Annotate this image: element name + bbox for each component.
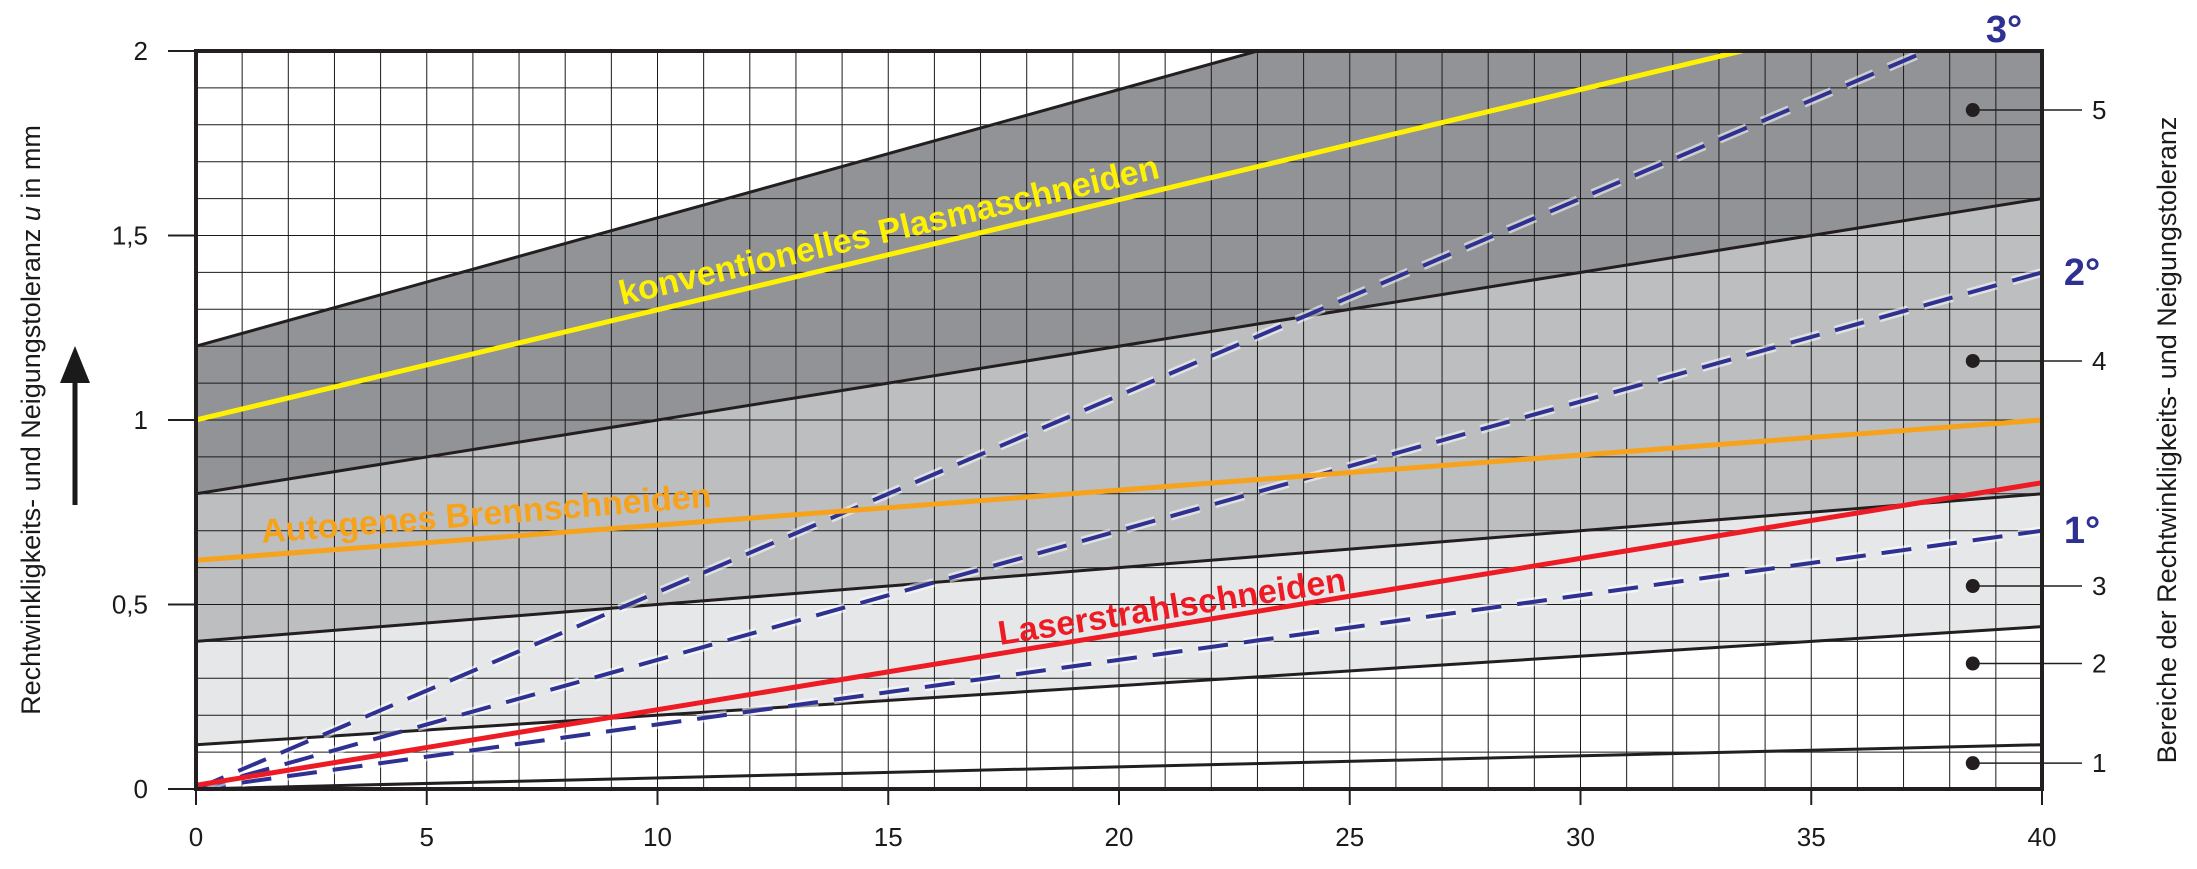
grid bbox=[196, 51, 2042, 789]
zone-markers: 1 2 3 4 5 bbox=[1965, 95, 2106, 778]
zone-label: 4 bbox=[2092, 346, 2106, 376]
zone-label: 1 bbox=[2092, 748, 2106, 778]
x-tick-label: 15 bbox=[874, 822, 903, 852]
x-tick-label: 20 bbox=[1105, 822, 1134, 852]
y-tick-label: 1,5 bbox=[112, 221, 148, 251]
band-boundary-b0 bbox=[196, 743, 2042, 789]
y-axis-title-part-1: Rechtwinkligkeits- und Neigungstoleranz bbox=[16, 221, 46, 715]
band-boundary-b4 bbox=[196, 51, 1258, 348]
band-boundary-b1 bbox=[196, 625, 2042, 747]
right-axis-title: Bereiche der Rechtwinkligkeits- und Neig… bbox=[2152, 117, 2182, 764]
band-boundary-b3 bbox=[196, 197, 2042, 496]
y-axis-title: Rechtwinkligkeits- und Neigungstoleranz … bbox=[16, 125, 46, 715]
y-tick-label: 1 bbox=[134, 405, 148, 435]
angle-label-2deg: 2° bbox=[2064, 252, 2100, 294]
y-tick-label: 2 bbox=[134, 36, 148, 66]
band-boundaries bbox=[196, 51, 2042, 789]
y-tick-label: 0 bbox=[134, 774, 148, 804]
x-tick-label: 25 bbox=[1335, 822, 1364, 852]
series-line bbox=[196, 480, 2042, 788]
zone-label: 5 bbox=[2092, 95, 2106, 125]
x-tick-label: 10 bbox=[643, 822, 672, 852]
angle-line-1deg bbox=[196, 528, 2042, 789]
x-tick-label: 40 bbox=[2028, 822, 2057, 852]
zone-label: 3 bbox=[2092, 571, 2106, 601]
x-tick-label: 0 bbox=[189, 822, 203, 852]
angle-lines bbox=[196, 51, 2042, 789]
y-tick-label: 0,5 bbox=[112, 590, 148, 620]
angle-label-3deg: 3° bbox=[1986, 9, 2022, 51]
x-axis: 0 5 10 15 20 25 30 35 40 bbox=[189, 789, 2057, 852]
x-tick-label: 30 bbox=[1566, 822, 1595, 852]
zone-label: 2 bbox=[2092, 649, 2106, 679]
y-axis-title-variable: u bbox=[16, 206, 46, 221]
y-axis: 0 0,5 1 1,5 2 bbox=[112, 36, 196, 804]
series-line bbox=[196, 417, 2042, 563]
process-lines bbox=[196, 51, 2042, 788]
y-axis-arrow bbox=[60, 346, 90, 505]
angle-line-3deg bbox=[196, 51, 1928, 789]
y-axis-title-part-3: in mm bbox=[16, 125, 46, 206]
x-tick-label: 35 bbox=[1797, 822, 1826, 852]
x-tick-label: 5 bbox=[420, 822, 434, 852]
band-boundary-b2 bbox=[196, 492, 2042, 643]
angle-label-1deg: 1° bbox=[2064, 510, 2100, 552]
series-line bbox=[196, 51, 1743, 423]
